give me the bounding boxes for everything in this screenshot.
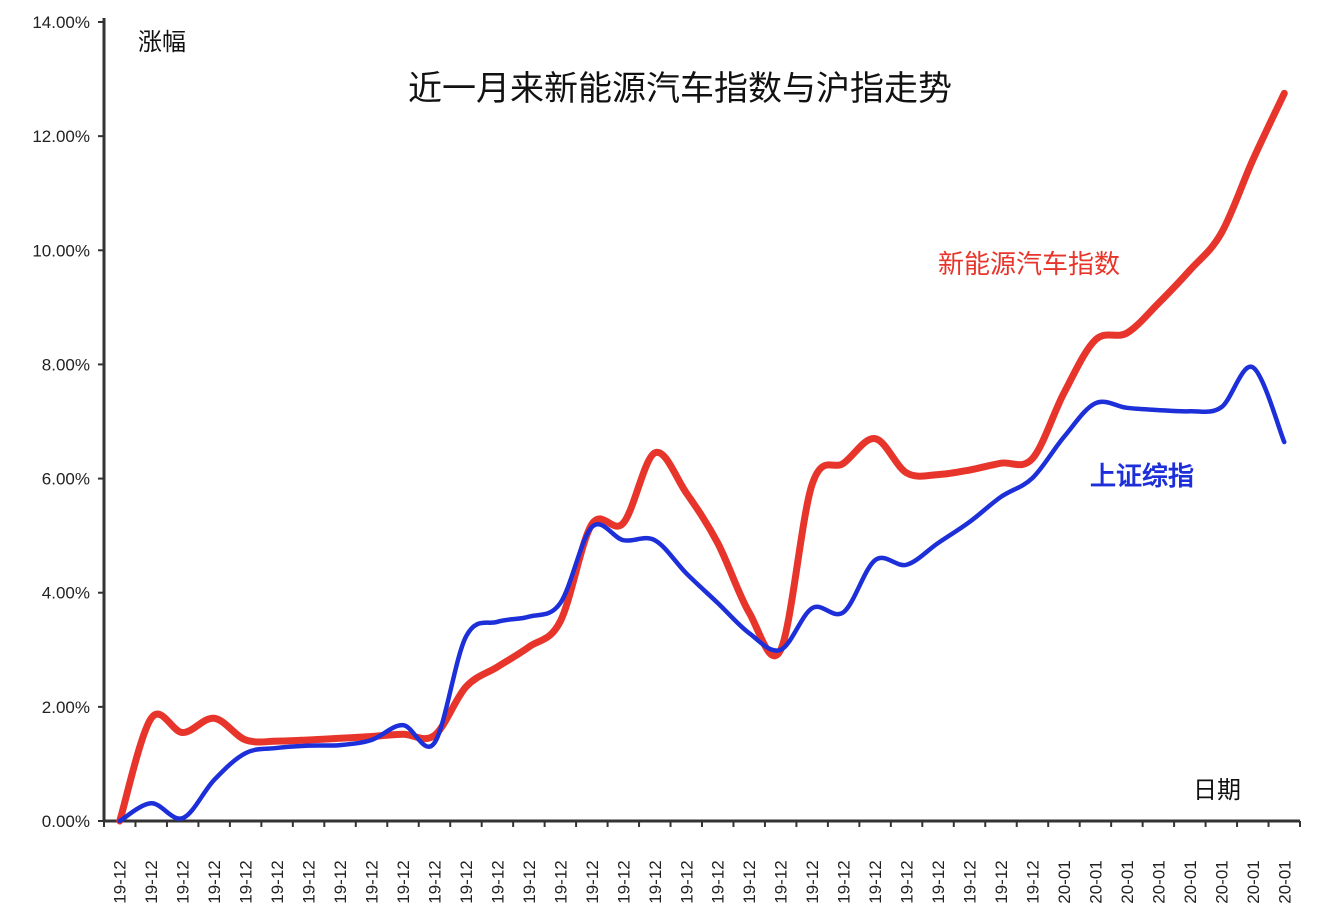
y-tick-label: 0.00% — [42, 812, 90, 831]
y-tick-label: 6.00% — [42, 470, 90, 489]
x-tick-label: 19-12 — [898, 860, 917, 903]
y-tick-label: 12.00% — [32, 127, 90, 146]
x-tick-label: 19-12 — [803, 860, 822, 903]
y-tick-label: 10.00% — [32, 241, 90, 260]
x-tick-label: 19-12 — [961, 860, 980, 903]
x-tick-label: 19-12 — [237, 860, 256, 903]
x-tick-label: 19-12 — [174, 860, 193, 903]
x-tick-label: 19-12 — [142, 860, 161, 903]
x-axis-label: 日期 — [1193, 777, 1241, 804]
x-tick-label: 19-12 — [300, 860, 319, 903]
chart-title: 近一月来新能源汽车指数与沪指走势 — [408, 70, 952, 108]
x-tick-label: 19-12 — [614, 860, 633, 903]
x-tick-label: 19-12 — [992, 860, 1011, 903]
x-tick-label: 19-12 — [646, 860, 665, 903]
x-tick-label: 19-12 — [1023, 860, 1042, 903]
x-tick-label: 19-12 — [457, 860, 476, 903]
x-tick-label: 20-01 — [1212, 860, 1231, 903]
x-tick-label: 20-01 — [1181, 860, 1200, 903]
x-tick-label: 20-01 — [1244, 860, 1263, 903]
x-tick-label: 19-12 — [394, 860, 413, 903]
x-tick-label: 19-12 — [205, 860, 224, 903]
x-tick-label: 19-12 — [551, 860, 570, 903]
x-tick-label: 20-01 — [1086, 860, 1105, 903]
x-tick-label: 20-01 — [1118, 860, 1137, 903]
x-tick-label: 19-12 — [488, 860, 507, 903]
x-tick-label: 19-12 — [677, 860, 696, 903]
y-tick-label: 8.00% — [42, 355, 90, 374]
x-tick-label: 19-12 — [111, 860, 130, 903]
x-tick-label: 19-12 — [709, 860, 728, 903]
x-tick-label: 20-01 — [1275, 860, 1294, 903]
x-tick-label: 19-12 — [866, 860, 885, 903]
x-tick-label: 19-12 — [929, 860, 948, 903]
x-tick-label: 19-12 — [583, 860, 602, 903]
x-tick-label: 19-12 — [520, 860, 539, 903]
y-tick-label: 2.00% — [42, 698, 90, 717]
x-tick-label: 20-01 — [1055, 860, 1074, 903]
x-tick-label: 19-12 — [740, 860, 759, 903]
x-tick-label: 19-12 — [331, 860, 350, 903]
x-tick-label: 19-12 — [772, 860, 791, 903]
series-line-nev-index — [116, 89, 1288, 825]
x-tick-label: 19-12 — [425, 860, 444, 903]
x-tick-label: 19-12 — [363, 860, 382, 903]
x-tick-label: 20-01 — [1149, 860, 1168, 903]
y-tick-label: 4.00% — [42, 584, 90, 603]
series-label-nev-index: 新能源汽车指数 — [938, 249, 1120, 279]
y-axis-label: 涨幅 — [138, 29, 186, 56]
x-tick-label: 19-12 — [835, 860, 854, 903]
series-label-sse-composite: 上证综指 — [1090, 461, 1194, 491]
series-line-sse-composite — [117, 364, 1287, 824]
y-tick-label: 14.00% — [32, 13, 90, 32]
x-tick-label: 19-12 — [268, 860, 287, 903]
